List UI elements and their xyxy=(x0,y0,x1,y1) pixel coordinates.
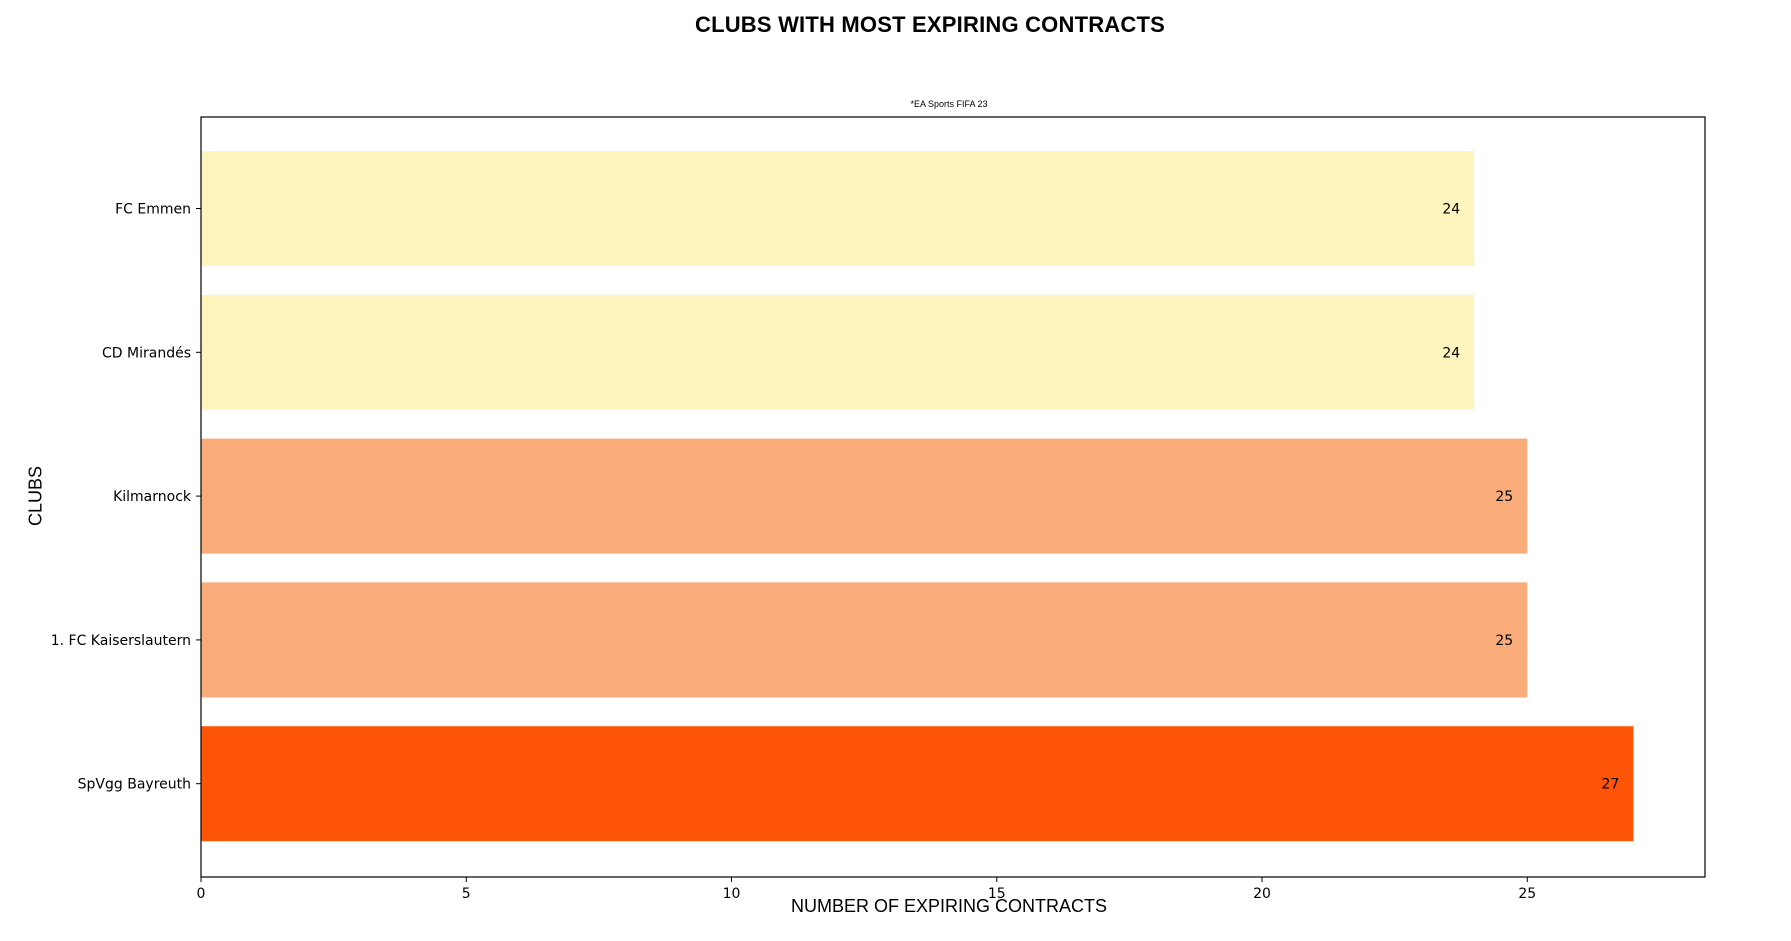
y-tick-label-0: SpVgg Bayreuth xyxy=(78,777,191,793)
x-axis-label: NUMBER OF EXPIRING CONTRACTS xyxy=(790,896,1108,916)
bar-value-label-1: 25 xyxy=(1495,633,1513,649)
y-ticks-group: SpVgg Bayreuth 1. FC Kaiserslautern Kilmar… xyxy=(51,202,201,793)
x-tick-label-3: 15 xyxy=(988,886,1006,902)
data-labels-group: 27 25 25 24 24 xyxy=(1442,202,1619,793)
bar-value-label-4: 24 xyxy=(1442,202,1460,218)
x-tick-label-1: 5 xyxy=(462,886,471,902)
plot-frame xyxy=(200,116,1706,878)
bars-group xyxy=(201,151,1634,842)
x-tick-label-2: 10 xyxy=(723,886,741,902)
x-ticks-group: 0 5 10 15 20 25 xyxy=(197,877,1536,902)
bar-value-label-2: 25 xyxy=(1495,489,1513,505)
bar-value-label-3: 24 xyxy=(1442,345,1460,361)
bar-value-label-0: 27 xyxy=(1601,777,1619,793)
x-tick-label-5: 25 xyxy=(1518,886,1536,902)
x-tick-label-0: 0 xyxy=(197,886,206,902)
bar-4 xyxy=(201,151,1475,266)
bar-1 xyxy=(201,582,1528,698)
y-tick-label-2: Kilmarnock xyxy=(113,489,192,505)
x-tick-label-4: 20 xyxy=(1253,886,1271,902)
bar-3 xyxy=(201,294,1475,410)
y-tick-label-3: CD Mirandés xyxy=(102,345,191,361)
y-tick-label-4: FC Emmen xyxy=(115,202,191,218)
bar-0 xyxy=(201,726,1634,842)
chart-title: CLUBS WITH MOST EXPIRING CONTRACTS xyxy=(694,12,1165,37)
bar-2 xyxy=(201,438,1528,554)
chart-subtitle: *EA Sports FIFA 23 xyxy=(910,99,988,109)
y-tick-label-1: 1. FC Kaiserslautern xyxy=(51,633,191,649)
